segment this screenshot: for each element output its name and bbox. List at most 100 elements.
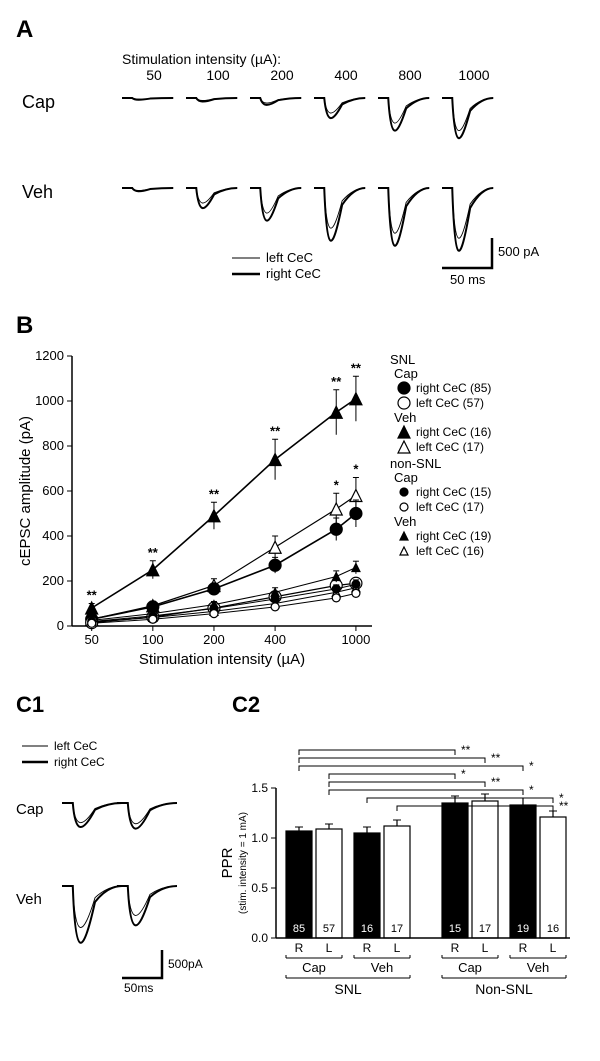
- svg-text:400: 400: [334, 67, 358, 83]
- svg-text:**: **: [491, 751, 501, 765]
- svg-text:right CeC (15): right CeC (15): [416, 485, 491, 499]
- svg-text:left CeC (17): left CeC (17): [416, 440, 484, 454]
- svg-text:left CeC (17): left CeC (17): [416, 500, 484, 514]
- panel-b-label: B: [16, 312, 588, 340]
- svg-text:17: 17: [391, 923, 403, 935]
- panel-b-svg: 50 100 200 400 1000 0 200 400 600 800 1000 1200 Stim…: [12, 344, 588, 684]
- svg-text:SNL: SNL: [334, 981, 361, 997]
- svg-text:85: 85: [293, 923, 305, 935]
- svg-text:*: *: [353, 462, 359, 477]
- svg-text:**: **: [461, 743, 471, 757]
- svg-text:50: 50: [84, 632, 98, 647]
- svg-text:50ms: 50ms: [124, 981, 153, 995]
- svg-text:**: **: [87, 588, 98, 603]
- panel-c2-svg: 0.0 0.5 1.0 1.5 PPR(stim. intensity = 1 mA) 8…: [212, 718, 588, 1018]
- svg-text:(stim. intensity = 1 mA): (stim. intensity = 1 mA): [238, 812, 249, 914]
- svg-text:50: 50: [146, 67, 162, 83]
- svg-text:*: *: [334, 477, 340, 492]
- svg-text:Veh: Veh: [22, 182, 53, 202]
- svg-text:non-SNL: non-SNL: [390, 456, 441, 471]
- svg-text:Non-SNL: Non-SNL: [475, 981, 533, 997]
- panel-a-label: A: [16, 16, 588, 44]
- svg-text:600: 600: [42, 483, 64, 498]
- svg-text:R: R: [451, 941, 460, 955]
- svg-text:16: 16: [361, 923, 373, 935]
- svg-text:Veh: Veh: [394, 410, 416, 425]
- svg-text:Stimulation intensity (µA):: Stimulation intensity (µA):: [122, 51, 281, 67]
- svg-text:17: 17: [479, 923, 491, 935]
- svg-text:right CeC: right CeC: [54, 755, 105, 769]
- svg-text:0.0: 0.0: [251, 931, 268, 945]
- panel-c2-label: C2: [232, 692, 588, 718]
- svg-text:**: **: [331, 374, 342, 389]
- svg-text:0: 0: [57, 618, 64, 633]
- panel-a: Stimulation intensity (µA):50 100 200 400 80…: [12, 48, 588, 308]
- svg-text:left CeC: left CeC: [266, 250, 313, 265]
- svg-text:L: L: [394, 941, 401, 955]
- svg-text:Cap: Cap: [394, 470, 418, 485]
- svg-text:400: 400: [42, 528, 64, 543]
- svg-text:**: **: [559, 799, 569, 813]
- svg-text:100: 100: [142, 632, 164, 647]
- svg-text:cEPSC amplitude (pA): cEPSC amplitude (pA): [17, 416, 34, 566]
- svg-text:16: 16: [547, 923, 559, 935]
- svg-text:**: **: [351, 360, 362, 375]
- svg-text:L: L: [550, 941, 557, 955]
- svg-text:right CeC (16): right CeC (16): [416, 425, 491, 439]
- svg-text:Stimulation intensity (µA): Stimulation intensity (µA): [139, 651, 305, 668]
- svg-text:Veh: Veh: [371, 960, 393, 975]
- svg-text:right CeC: right CeC: [266, 266, 321, 281]
- svg-text:0.5: 0.5: [251, 881, 268, 895]
- svg-text:400: 400: [264, 632, 286, 647]
- svg-text:right CeC (85): right CeC (85): [416, 381, 491, 395]
- svg-text:**: **: [148, 545, 159, 560]
- svg-text:left CeC (57): left CeC (57): [416, 396, 484, 410]
- panel-c1-svg: left CeC right CeC Cap Veh 500pA 50ms: [12, 718, 212, 1018]
- svg-text:1000: 1000: [35, 393, 64, 408]
- svg-text:right CeC (19): right CeC (19): [416, 529, 491, 543]
- svg-text:200: 200: [42, 573, 64, 588]
- svg-text:Cap: Cap: [458, 960, 482, 975]
- svg-text:200: 200: [203, 632, 225, 647]
- svg-text:R: R: [363, 941, 372, 955]
- svg-text:500pA: 500pA: [168, 957, 203, 971]
- svg-text:800: 800: [398, 67, 422, 83]
- svg-text:15: 15: [449, 923, 461, 935]
- svg-text:L: L: [482, 941, 489, 955]
- svg-text:left CeC: left CeC: [54, 739, 98, 753]
- panel-a-svg: Stimulation intensity (µA):50 100 200 400 80…: [12, 48, 572, 308]
- svg-text:800: 800: [42, 438, 64, 453]
- svg-text:1.0: 1.0: [251, 831, 268, 845]
- svg-text:Cap: Cap: [16, 801, 44, 818]
- svg-text:Cap: Cap: [394, 366, 418, 381]
- svg-text:1000: 1000: [341, 632, 370, 647]
- svg-text:*: *: [529, 759, 534, 773]
- svg-text:left CeC (16): left CeC (16): [416, 544, 484, 558]
- svg-text:Cap: Cap: [302, 960, 326, 975]
- svg-text:500 pA: 500 pA: [498, 244, 540, 259]
- svg-text:19: 19: [517, 923, 529, 935]
- svg-text:100: 100: [206, 67, 230, 83]
- svg-text:L: L: [326, 941, 333, 955]
- panel-b: 50 100 200 400 1000 0 200 400 600 800 1000 1200 Stim…: [12, 344, 588, 684]
- svg-text:57: 57: [323, 923, 335, 935]
- svg-text:R: R: [519, 941, 528, 955]
- panel-c1-label: C1: [16, 692, 212, 718]
- svg-text:**: **: [209, 486, 220, 501]
- svg-text:R: R: [295, 941, 304, 955]
- svg-text:Veh: Veh: [16, 891, 42, 908]
- svg-text:Veh: Veh: [394, 514, 416, 529]
- svg-text:*: *: [529, 783, 534, 797]
- svg-text:*: *: [461, 767, 466, 781]
- svg-text:200: 200: [270, 67, 294, 83]
- svg-text:PPR: PPR: [219, 847, 236, 878]
- svg-text:1000: 1000: [458, 67, 489, 83]
- svg-text:**: **: [270, 423, 281, 438]
- svg-text:1.5: 1.5: [251, 781, 268, 795]
- svg-text:Cap: Cap: [22, 92, 55, 112]
- svg-text:SNL: SNL: [390, 352, 415, 367]
- svg-text:Veh: Veh: [527, 960, 549, 975]
- svg-text:50 ms: 50 ms: [450, 272, 486, 287]
- svg-text:1200: 1200: [35, 348, 64, 363]
- svg-text:**: **: [491, 775, 501, 789]
